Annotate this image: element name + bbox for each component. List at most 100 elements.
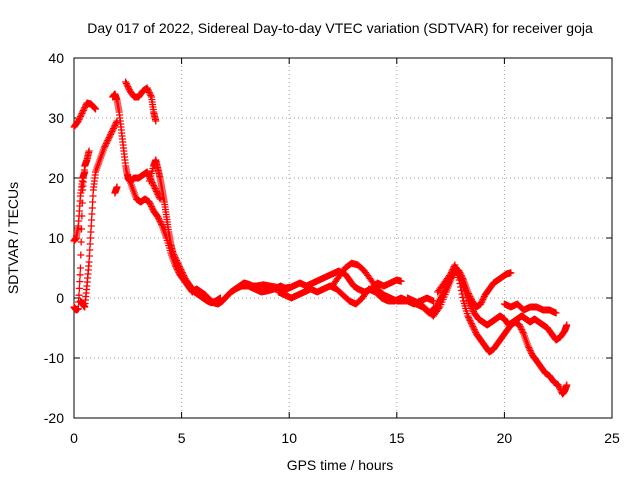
data-point <box>468 321 476 329</box>
series-track-1 <box>70 99 100 131</box>
x-tick-label: 20 <box>497 430 513 446</box>
data-point <box>471 327 479 335</box>
data-point <box>459 294 467 301</box>
data-point <box>458 290 466 298</box>
data-point <box>527 348 535 356</box>
y-tick-label: 10 <box>48 230 64 246</box>
data-point <box>469 306 477 314</box>
x-tick-label: 5 <box>178 430 186 446</box>
data-point <box>175 263 183 270</box>
data-point <box>77 251 85 259</box>
data-point <box>178 267 186 275</box>
data-point <box>465 314 473 321</box>
data-point <box>447 270 455 278</box>
data-point <box>479 296 487 303</box>
y-tick-label: 0 <box>56 290 64 306</box>
series-track-9 <box>145 156 224 307</box>
data-point <box>76 271 84 279</box>
data-point <box>180 272 188 279</box>
data-point <box>155 215 163 222</box>
data-point <box>158 221 166 228</box>
data-point <box>464 312 472 320</box>
series-track-6 <box>111 183 121 197</box>
data-point <box>518 327 526 335</box>
data-point <box>526 347 534 354</box>
data-point <box>74 305 82 313</box>
data-point <box>89 198 97 206</box>
data-point <box>143 84 151 92</box>
data-point <box>150 183 158 191</box>
data-point <box>76 264 84 272</box>
data-point <box>175 261 183 269</box>
tick-layer: 0 5 10 15 20 25 -20 -10 0 10 20 30 40 <box>44 50 620 446</box>
data-point <box>147 92 155 99</box>
data-point <box>526 345 534 353</box>
series-track-8 <box>124 171 293 308</box>
data-point <box>477 299 485 306</box>
x-tick-label: 15 <box>389 430 405 446</box>
data-point <box>76 114 84 122</box>
data-point <box>101 143 109 150</box>
data-point <box>103 138 111 146</box>
data-point <box>88 216 96 224</box>
data-point <box>174 260 182 267</box>
data-point <box>147 203 155 210</box>
data-point <box>152 117 160 125</box>
data-point <box>125 84 133 92</box>
data-point <box>124 83 132 90</box>
data-point <box>104 137 112 144</box>
data-point <box>154 213 162 221</box>
data-point <box>89 192 97 200</box>
data-point <box>76 278 84 286</box>
data-point <box>169 249 177 257</box>
data-point <box>464 288 472 296</box>
data-point <box>517 324 525 332</box>
data-point <box>77 238 85 246</box>
data-point <box>78 225 86 233</box>
data-point <box>74 117 82 125</box>
data-point <box>149 180 157 188</box>
data-point <box>75 116 83 123</box>
data-point <box>104 135 112 143</box>
data-point <box>397 277 405 285</box>
data-point <box>112 119 120 126</box>
data-point <box>75 284 83 292</box>
data-point <box>123 81 131 89</box>
data-point <box>180 273 188 281</box>
data-point <box>448 267 456 275</box>
data-point <box>85 252 93 260</box>
data-point <box>145 198 153 206</box>
data-point <box>216 294 224 302</box>
data-point <box>152 188 160 195</box>
data-point <box>455 276 463 284</box>
series-track-14 <box>434 261 571 398</box>
data-point <box>516 323 524 330</box>
data-point <box>86 240 94 248</box>
x-axis-label: GPS time / hours <box>287 457 394 473</box>
data-point <box>480 294 488 302</box>
data-point <box>179 270 187 278</box>
data-point <box>469 323 477 330</box>
data-point <box>519 329 527 336</box>
series-track-4 <box>76 117 121 311</box>
data-layer <box>70 78 571 398</box>
series-track-3 <box>70 168 89 245</box>
data-point <box>102 141 110 149</box>
data-point <box>554 381 562 389</box>
data-point <box>146 90 154 98</box>
data-point <box>151 185 159 192</box>
data-point <box>466 293 474 300</box>
data-point <box>145 89 153 96</box>
data-point <box>107 129 115 137</box>
data-point <box>79 107 87 114</box>
grid-layer <box>74 58 612 418</box>
data-point <box>113 183 121 191</box>
data-point <box>79 108 87 116</box>
data-point <box>563 321 571 329</box>
data-point <box>524 342 532 350</box>
y-tick-label: -20 <box>44 410 64 426</box>
data-point <box>525 344 533 351</box>
data-point <box>466 317 474 324</box>
